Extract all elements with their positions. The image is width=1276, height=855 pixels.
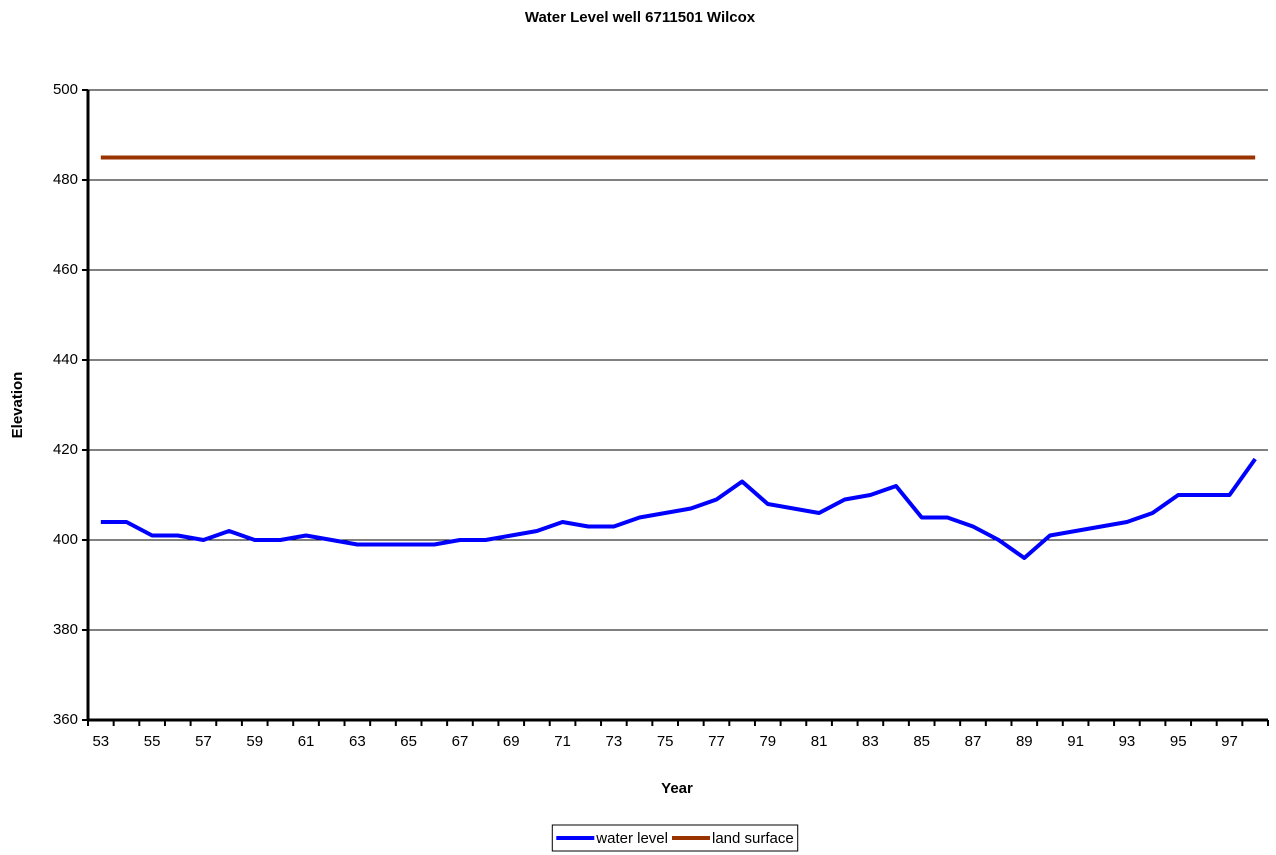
y-tick-label: 460 <box>53 261 78 278</box>
y-tick-label: 500 <box>53 81 78 98</box>
x-tick-label: 91 <box>1067 733 1084 750</box>
x-tick-label: 53 <box>92 733 109 750</box>
x-tick-label: 61 <box>298 733 315 750</box>
x-tick-label: 75 <box>657 733 674 750</box>
x-tick-label: 59 <box>246 733 263 750</box>
legend-label: land surface <box>712 830 794 847</box>
x-tick-label: 69 <box>503 733 520 750</box>
y-tick-label: 360 <box>53 711 78 728</box>
x-axis-title: Year <box>661 780 693 797</box>
x-tick-label: 93 <box>1119 733 1136 750</box>
x-tick-label: 79 <box>759 733 776 750</box>
x-tick-label: 95 <box>1170 733 1187 750</box>
x-tick-label: 65 <box>400 733 417 750</box>
x-tick-label: 63 <box>349 733 366 750</box>
y-tick-label: 420 <box>53 441 78 458</box>
y-axis-title: Elevation <box>9 372 26 439</box>
x-tick-label: 71 <box>554 733 571 750</box>
y-tick-label: 400 <box>53 531 78 548</box>
chart-title: Water Level well 6711501 Wilcox <box>525 9 756 26</box>
x-tick-label: 67 <box>452 733 469 750</box>
x-tick-label: 55 <box>144 733 161 750</box>
y-tick-label: 380 <box>53 621 78 638</box>
x-tick-label: 77 <box>708 733 725 750</box>
x-tick-label: 57 <box>195 733 212 750</box>
y-tick-label: 440 <box>53 351 78 368</box>
x-tick-label: 89 <box>1016 733 1033 750</box>
x-tick-label: 97 <box>1221 733 1238 750</box>
x-tick-label: 81 <box>811 733 828 750</box>
y-tick-label: 480 <box>53 171 78 188</box>
x-tick-label: 73 <box>606 733 623 750</box>
x-tick-label: 85 <box>913 733 930 750</box>
legend-label: water level <box>595 830 668 847</box>
line-series <box>100 457 1257 560</box>
x-tick-label: 83 <box>862 733 879 750</box>
x-tick-label: 87 <box>965 733 982 750</box>
